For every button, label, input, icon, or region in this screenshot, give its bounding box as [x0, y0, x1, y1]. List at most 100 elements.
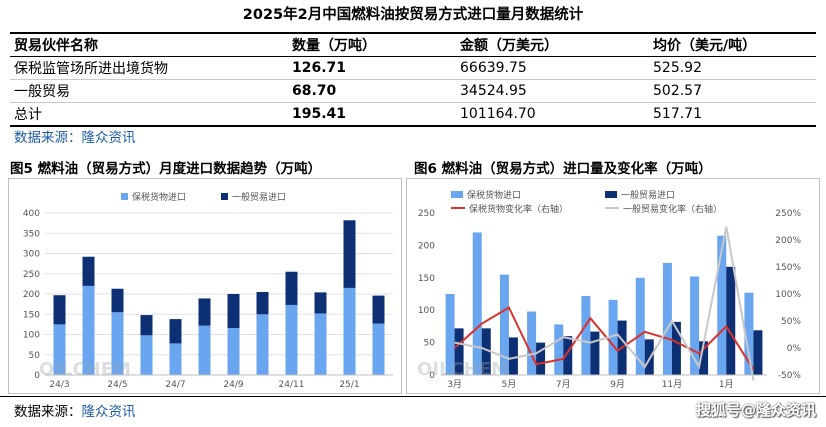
bar	[563, 336, 573, 375]
table-row: 总计 195.41 101164.70 517.71	[10, 102, 816, 127]
table-header-partner: 贸易伙伴名称	[10, 32, 288, 57]
bar	[536, 342, 546, 375]
legend-label: 保税货物进口	[467, 189, 521, 201]
bar	[527, 311, 537, 375]
bar	[227, 328, 240, 375]
bar	[372, 323, 385, 375]
bar	[372, 295, 385, 324]
bar	[726, 266, 736, 375]
table-cell: 525.92	[649, 56, 816, 80]
bar	[82, 256, 95, 286]
bar	[671, 321, 681, 375]
x-tick-label: 24/5	[107, 380, 127, 390]
table-cell: 195.41	[288, 102, 456, 127]
y-tick-label: 250	[23, 270, 40, 280]
x-tick-label: 3月	[447, 379, 462, 390]
y-right-tick-label: 150%	[775, 263, 801, 273]
series-line	[453, 306, 755, 371]
bar	[690, 276, 700, 375]
page-title: 2025年2月中国燃料油按贸易方式进口量月数据统计	[242, 7, 584, 23]
y-left-tick-label: 100	[418, 306, 435, 316]
bar	[554, 324, 564, 375]
y-right-tick-label: -50%	[778, 371, 802, 381]
bar	[608, 299, 618, 375]
table-row: 保税监管场所进出境货物 126.71 66639.75 525.92	[10, 56, 816, 80]
legend-swatch	[221, 193, 228, 200]
bar	[445, 294, 455, 375]
bar	[635, 277, 645, 375]
bar	[140, 315, 153, 336]
bar	[581, 295, 591, 375]
x-tick-label: 1月	[719, 379, 734, 390]
legend-label: 保税货物进口	[132, 191, 186, 203]
legend-label: 保税货物变化率（右轴）	[469, 203, 568, 215]
bar	[314, 313, 327, 375]
y-tick-label: 150	[23, 310, 40, 320]
table-cell: 101164.70	[456, 102, 649, 127]
table-cell: 总计	[10, 102, 288, 127]
data-source-name: 隆众资讯	[81, 404, 136, 420]
y-left-tick-label: 200	[418, 241, 435, 251]
x-tick-label: 7月	[556, 379, 571, 390]
bar	[744, 292, 754, 375]
table-cell: 517.71	[649, 102, 816, 127]
bar	[699, 341, 709, 375]
legend-label: 一般贸易进口	[621, 189, 675, 201]
bar	[256, 291, 269, 315]
x-tick-label: 25/1	[339, 380, 359, 390]
bar	[227, 294, 240, 329]
bar	[472, 232, 482, 375]
bar	[343, 287, 356, 375]
bar	[508, 337, 518, 375]
bar	[285, 271, 298, 305]
fig5-panel: 保税货物进口 一般贸易进口 0 50 100 150 200 250 300 350 400 24/3…	[8, 178, 402, 394]
bar	[481, 328, 491, 375]
series-line	[454, 226, 755, 381]
x-tick-label: 24/9	[223, 380, 243, 390]
table-cell: 保税监管场所进出境货物	[10, 56, 288, 80]
footer-divider	[0, 396, 826, 397]
data-source-bottom: 数据来源：隆众资讯	[14, 400, 136, 420]
y-right-tick-label: 50%	[781, 317, 801, 327]
bar	[314, 292, 327, 314]
fig6-title: 图6 燃料油（贸易方式）进口量及变化率（万吨）	[414, 161, 712, 177]
bar	[343, 220, 356, 288]
y-tick-label: 50	[29, 351, 41, 361]
bar	[198, 298, 211, 326]
legend-label: 一般贸易进口	[232, 191, 286, 203]
bar	[590, 331, 600, 375]
y-tick-label: 100	[23, 331, 40, 341]
bar	[644, 339, 654, 375]
y-right-tick-label: 100%	[775, 290, 801, 300]
data-source-label: 数据来源：	[14, 404, 82, 420]
y-left-tick-label: 50	[424, 339, 436, 349]
bar	[111, 312, 124, 375]
x-tick-label: 24/3	[49, 380, 69, 390]
x-tick-label: 24/11	[279, 380, 305, 390]
bar	[169, 343, 182, 375]
table-cell: 126.71	[288, 56, 456, 80]
x-tick-label: 9月	[610, 379, 625, 390]
y-left-tick-label: 150	[418, 274, 435, 284]
y-tick-label: 0	[34, 371, 40, 381]
table-header-quantity: 数量（万吨）	[288, 32, 456, 57]
y-left-tick-label: 0	[429, 371, 435, 381]
legend-label: 一般贸易变化率（右轴）	[623, 203, 722, 215]
bar	[256, 314, 269, 375]
table-cell: 68.70	[288, 79, 456, 103]
table-cell: 502.57	[649, 79, 816, 103]
data-source-top: 数据来源：隆众资讯	[14, 130, 136, 146]
table-header-row: 贸易伙伴名称 数量（万吨） 金额（万美元） 均价（美元/吨）	[10, 32, 816, 57]
table-cell: 34524.95	[456, 79, 649, 103]
x-tick-label: 24/7	[165, 380, 185, 390]
bar	[53, 324, 66, 375]
bar	[140, 335, 153, 375]
bar	[53, 295, 66, 325]
table-row: 一般贸易 68.70 34524.95 502.57	[10, 79, 816, 103]
y-right-tick-label: 0%	[787, 344, 802, 354]
watermark-text: 搜狐号@隆众资讯	[695, 401, 816, 419]
y-tick-label: 400	[23, 209, 40, 219]
legend-swatch	[451, 191, 463, 198]
bar	[169, 319, 182, 344]
